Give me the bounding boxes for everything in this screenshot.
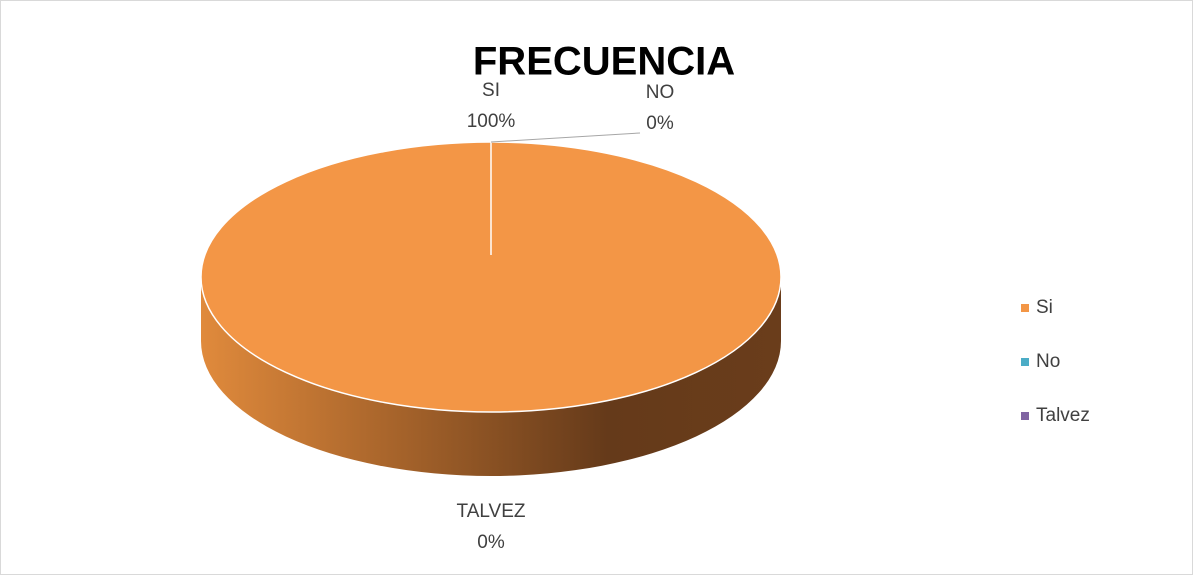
data-label-value: 0% [477, 532, 505, 553]
legend-label: Talvez [1036, 405, 1090, 426]
legend-swatch [1021, 358, 1029, 366]
chart-title: FRECUENCIA [473, 40, 735, 84]
data-label-value: 0% [646, 113, 674, 134]
leader-line [490, 132, 641, 143]
legend-label: No [1036, 351, 1060, 372]
legend-swatch [1021, 304, 1029, 312]
data-label-name: SI [482, 80, 500, 101]
data-label-name: TALVEZ [457, 501, 526, 522]
data-label-value: 100% [467, 111, 516, 132]
legend-swatch [1021, 412, 1029, 420]
legend-label: Si [1036, 297, 1053, 318]
data-label-name: NO [646, 82, 675, 103]
pie-side [201, 277, 781, 476]
